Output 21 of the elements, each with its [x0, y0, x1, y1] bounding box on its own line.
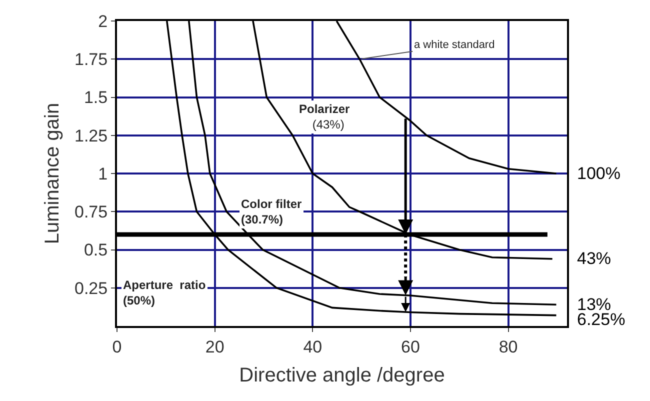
x-tick-label: 80: [498, 337, 518, 356]
y-tick-label: 1.75: [74, 50, 108, 70]
x-axis-title: Directive angle /degree: [239, 364, 445, 386]
x-tick-label: 60: [401, 337, 420, 356]
annotation: Color filter (30.7%): [241, 197, 302, 227]
y-tick-label: 1.25: [74, 126, 108, 146]
x-tick-label: 0: [112, 337, 122, 356]
y-tick-label: 0.75: [74, 202, 108, 222]
y-tick-label: 0.5: [84, 240, 108, 260]
annotation: Polarizer (43%): [299, 102, 350, 132]
x-tick-label: 40: [303, 337, 322, 356]
series-label: 100%: [577, 164, 620, 183]
y-axis-title: Luminance gain: [42, 102, 64, 244]
y-tick-label: 1: [98, 164, 108, 184]
annotation: Aperture ratio (50%): [123, 278, 206, 308]
y-tick-label: 0.25: [74, 278, 108, 298]
annotation: a white standard: [414, 39, 495, 51]
x-tick-label: 20: [205, 337, 224, 356]
series-label: 43%: [577, 249, 612, 268]
y-tick-label: 2: [98, 12, 108, 31]
y-tick-label: 1.5: [84, 88, 108, 108]
